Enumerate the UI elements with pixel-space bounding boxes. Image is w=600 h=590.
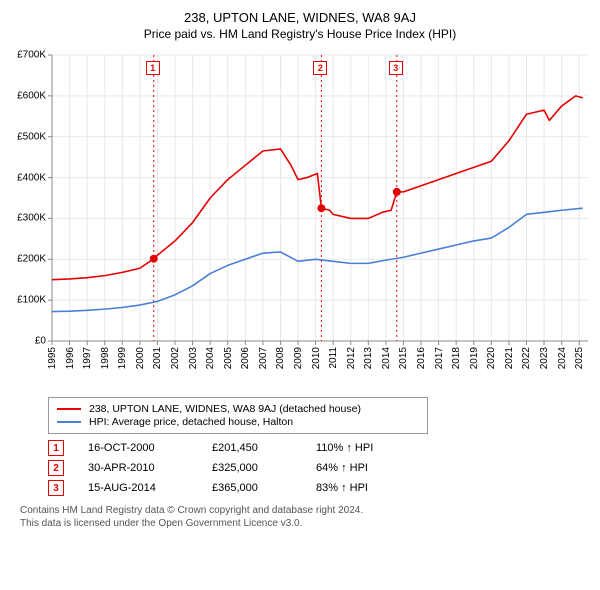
sale-date: 30-APR-2010 <box>88 462 188 474</box>
x-tick-label: 2004 <box>205 347 216 369</box>
x-tick-label: 2018 <box>451 347 462 369</box>
legend-item: 238, UPTON LANE, WIDNES, WA8 9AJ (detach… <box>57 403 419 415</box>
y-tick-label: £400K <box>17 172 46 183</box>
x-tick-label: 2015 <box>398 347 409 369</box>
x-tick-label: 2006 <box>240 347 251 369</box>
sale-price: £201,450 <box>212 442 292 454</box>
x-tick-label: 2021 <box>504 347 515 369</box>
x-tick-label: 2008 <box>275 347 286 369</box>
x-tick-label: 2025 <box>574 347 585 369</box>
legend: 238, UPTON LANE, WIDNES, WA8 9AJ (detach… <box>48 397 428 434</box>
chart-subtitle: Price paid vs. HM Land Registry's House … <box>8 27 592 41</box>
x-tick-label: 2013 <box>363 347 374 369</box>
x-tick-label: 2011 <box>328 347 339 369</box>
x-tick-label: 1997 <box>82 347 93 369</box>
legend-label: HPI: Average price, detached house, Halt… <box>89 416 293 428</box>
sale-marker-box: 2 <box>48 460 64 476</box>
sale-marker-box: 1 <box>48 440 64 456</box>
y-tick-label: £300K <box>17 213 46 224</box>
legend-label: 238, UPTON LANE, WIDNES, WA8 9AJ (detach… <box>89 403 361 415</box>
x-tick-label: 2000 <box>135 347 146 369</box>
y-tick-label: £500K <box>17 131 46 142</box>
sale-hpi: 64% ↑ HPI <box>316 462 406 474</box>
y-tick-label: £100K <box>17 295 46 306</box>
sale-marker-2: 2 <box>313 61 327 75</box>
sale-marker-box: 3 <box>48 480 64 496</box>
sale-marker-3: 3 <box>389 61 403 75</box>
footer-line-2: This data is licensed under the Open Gov… <box>20 517 592 530</box>
x-tick-label: 2020 <box>486 347 497 369</box>
y-tick-label: £700K <box>17 50 46 61</box>
x-tick-label: 1999 <box>117 347 128 369</box>
sale-price: £325,000 <box>212 462 292 474</box>
legend-swatch <box>57 408 81 410</box>
x-tick-label: 2002 <box>170 347 181 369</box>
chart-title: 238, UPTON LANE, WIDNES, WA8 9AJ <box>8 10 592 25</box>
x-tick-label: 2024 <box>557 347 568 369</box>
y-tick-label: £600K <box>17 90 46 101</box>
x-tick-label: 2005 <box>223 347 234 369</box>
sale-hpi: 83% ↑ HPI <box>316 482 406 494</box>
legend-item: HPI: Average price, detached house, Halt… <box>57 416 419 428</box>
x-tick-label: 2014 <box>381 347 392 369</box>
x-tick-label: 2023 <box>539 347 550 369</box>
footer-line-1: Contains HM Land Registry data © Crown c… <box>20 504 592 517</box>
x-tick-label: 1998 <box>100 347 111 369</box>
x-tick-label: 2009 <box>293 347 304 369</box>
chart-container: £0 £100K £200K £300K £400K £500K £600K £700K 19… <box>8 49 592 389</box>
sale-date: 16-OCT-2000 <box>88 442 188 454</box>
legend-swatch <box>57 421 81 423</box>
sale-row: 3 15-AUG-2014 £365,000 83% ↑ HPI <box>48 480 592 496</box>
x-tick-label: 2001 <box>152 347 163 369</box>
chart-svg <box>8 49 592 389</box>
sale-date: 15-AUG-2014 <box>88 482 188 494</box>
footer-attribution: Contains HM Land Registry data © Crown c… <box>20 504 592 530</box>
x-tick-label: 2007 <box>258 347 269 369</box>
sale-row: 2 30-APR-2010 £325,000 64% ↑ HPI <box>48 460 592 476</box>
x-tick-label: 1995 <box>47 347 58 369</box>
x-tick-label: 2010 <box>311 347 322 369</box>
sale-marker-1: 1 <box>146 61 160 75</box>
x-tick-label: 2022 <box>521 347 532 369</box>
sale-price: £365,000 <box>212 482 292 494</box>
y-tick-label: £0 <box>35 336 46 347</box>
x-tick-label: 2017 <box>434 347 445 369</box>
x-tick-label: 2012 <box>346 347 357 369</box>
y-tick-label: £200K <box>17 254 46 265</box>
sale-hpi: 110% ↑ HPI <box>316 442 406 454</box>
x-tick-label: 1996 <box>65 347 76 369</box>
sale-row: 1 16-OCT-2000 £201,450 110% ↑ HPI <box>48 440 592 456</box>
x-tick-label: 2003 <box>188 347 199 369</box>
x-tick-label: 2019 <box>469 347 480 369</box>
sales-table: 1 16-OCT-2000 £201,450 110% ↑ HPI 2 30-APR-20… <box>48 440 592 496</box>
x-tick-label: 2016 <box>416 347 427 369</box>
